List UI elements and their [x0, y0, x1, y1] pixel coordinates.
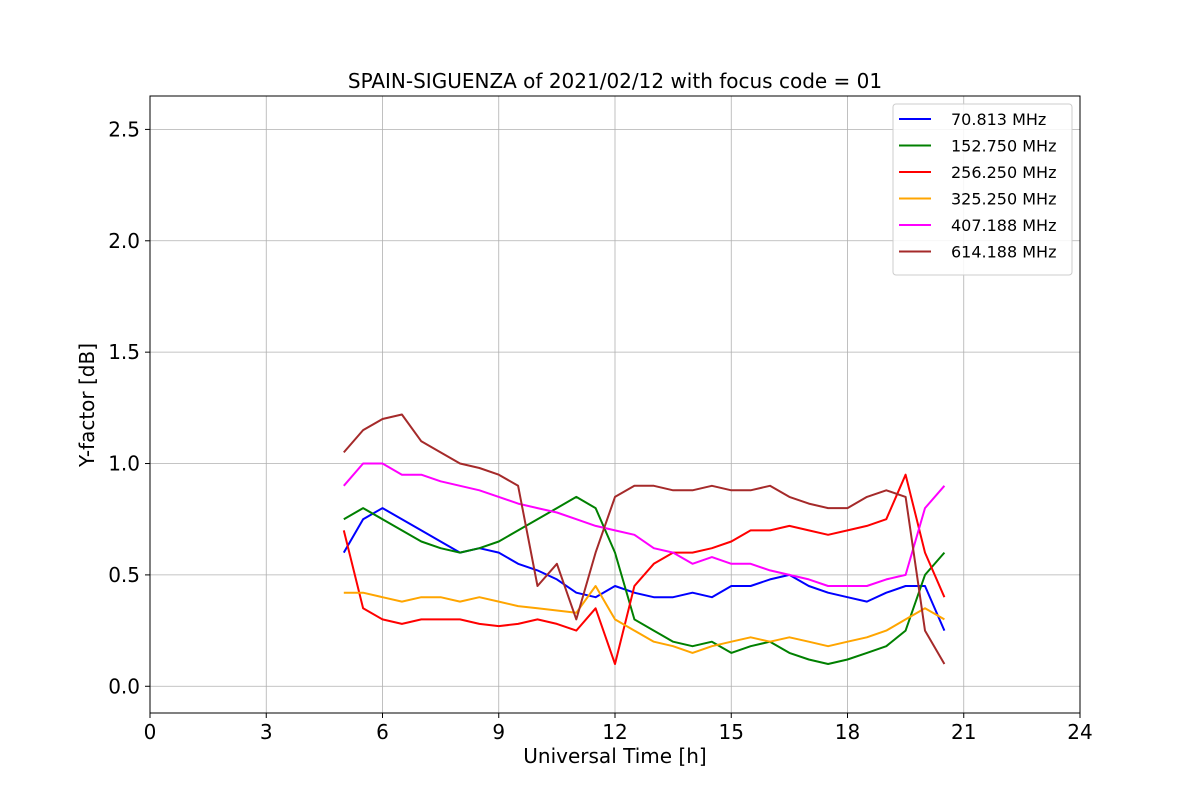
x-tick-label: 9 [492, 720, 505, 744]
series-line-1 [343, 495, 946, 665]
x-tick-label: 12 [602, 720, 627, 744]
legend: 70.813 MHz 152.750 MHz 256.250 MHz 325.250 … [892, 103, 1073, 276]
series-line-0 [342, 507, 946, 631]
x-tick-label: 24 [1067, 720, 1092, 744]
x-axis: 0 3 6 9 12 15 18 21 24 [144, 713, 1093, 744]
x-tick-label: 18 [835, 720, 860, 744]
x-tick-label: 0 [144, 720, 157, 744]
legend-label: 70.813 MHz [951, 110, 1046, 129]
chart-title: SPAIN-SIGUENZA of 2021/02/12 with focus … [348, 69, 882, 93]
x-tick-label: 3 [260, 720, 273, 744]
y-tick-label: 2.5 [108, 117, 140, 141]
series-line-4 [343, 462, 946, 587]
y-axis-label: Y-factor [dB] [75, 343, 99, 468]
legend-label: 256.250 MHz [951, 163, 1056, 182]
legend-label: 614.188 MHz [951, 243, 1056, 262]
legend-label: 407.188 MHz [951, 216, 1056, 235]
series-layer [342, 413, 946, 665]
series-line-2 [342, 473, 946, 665]
legend-label: 152.750 MHz [951, 137, 1056, 156]
x-tick-label: 15 [719, 720, 744, 744]
y-tick-label: 2.0 [108, 229, 140, 253]
y-tick-label: 1.0 [108, 452, 140, 476]
x-tick-label: 21 [951, 720, 976, 744]
series-line-3 [343, 585, 945, 654]
y-axis: 0.0 0.5 1.0 1.5 2.0 2.5 [108, 117, 150, 698]
x-tick-label: 6 [376, 720, 389, 744]
y-tick-label: 0.0 [108, 674, 140, 698]
x-axis-label: Universal Time [h] [523, 744, 706, 768]
y-tick-label: 1.5 [108, 340, 140, 364]
legend-label: 325.250 MHz [951, 190, 1056, 209]
legend-box [892, 103, 1073, 276]
y-tick-label: 0.5 [108, 563, 140, 587]
series-line-5 [343, 413, 946, 665]
